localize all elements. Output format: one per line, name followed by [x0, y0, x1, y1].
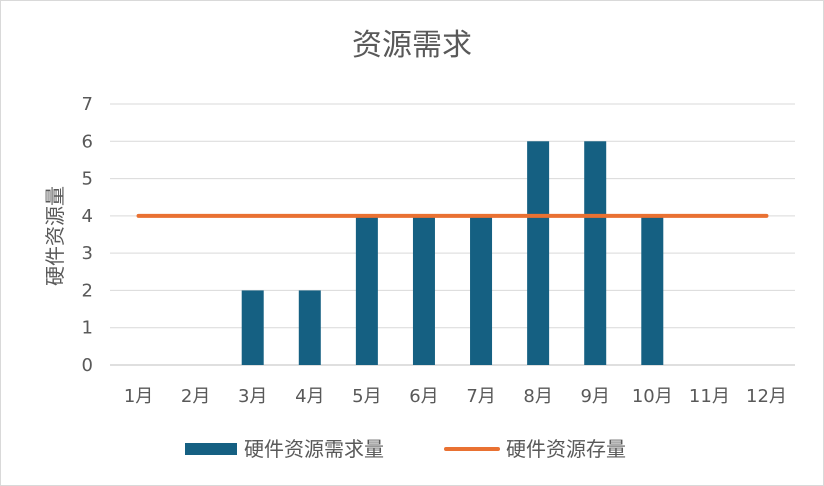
x-tick-label: 12月 [746, 386, 787, 407]
y-tick-label: 4 [82, 206, 93, 227]
x-tick-label: 2月 [181, 386, 210, 407]
bar [527, 141, 550, 365]
x-tick-label: 10月 [632, 386, 673, 407]
legend-item-inventory: 硬件资源存量 [444, 437, 626, 461]
x-tick-label: 8月 [523, 386, 552, 407]
x-axis-ticks: 1月 2月 3月 4月 5月 6月 7月 8月 9月 10月 11月 12月 [124, 386, 787, 407]
bar [470, 215, 493, 365]
x-tick-label: 1月 [124, 386, 153, 407]
x-tick-label: 5月 [352, 386, 381, 407]
bar-series [241, 141, 664, 365]
legend-label: 硬件资源需求量 [244, 437, 384, 461]
legend-label: 硬件资源存量 [506, 437, 626, 461]
x-tick-label: 4月 [295, 386, 324, 407]
x-tick-label: 3月 [238, 386, 267, 407]
legend-swatch-bar [185, 443, 237, 455]
y-tick-label: 1 [82, 318, 93, 339]
legend-item-demand: 硬件资源需求量 [185, 437, 384, 461]
gridlines [110, 103, 795, 366]
x-tick-label: 6月 [409, 386, 438, 407]
x-tick-label: 7月 [466, 386, 495, 407]
y-tick-label: 5 [82, 169, 93, 190]
y-tick-label: 0 [82, 355, 93, 376]
x-tick-label: 11月 [689, 386, 730, 407]
bar [241, 290, 264, 365]
y-tick-label: 3 [82, 243, 93, 264]
bar [584, 141, 607, 365]
x-tick-label: 9月 [580, 386, 609, 407]
y-axis-label: 硬件资源量 [43, 186, 67, 286]
bar [298, 290, 321, 365]
y-tick-label: 7 [82, 94, 93, 115]
y-tick-label: 2 [82, 280, 93, 301]
bar [355, 215, 378, 365]
bar [641, 215, 664, 365]
chart-title: 资源需求 [352, 28, 472, 63]
legend: 硬件资源需求量 硬件资源存量 [185, 437, 626, 461]
y-tick-label: 6 [82, 131, 93, 152]
bar [412, 215, 435, 365]
y-axis-ticks: 0 1 2 3 4 5 6 7 [82, 94, 93, 376]
